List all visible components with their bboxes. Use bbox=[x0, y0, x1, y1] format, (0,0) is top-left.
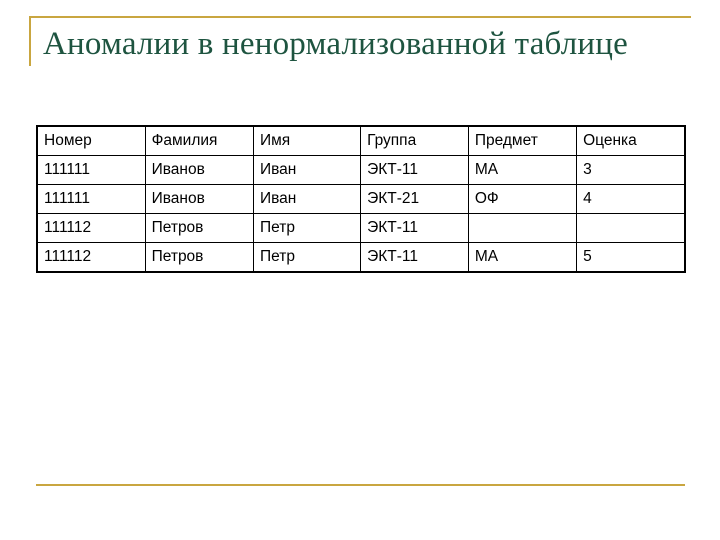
table-row: 111112 Петров Петр ЭКТ-11 bbox=[36, 213, 686, 243]
header-cell: Предмет bbox=[467, 125, 578, 156]
table-cell: Иван bbox=[252, 184, 362, 214]
table-row: 111112 Петров Петр ЭКТ-11 МА 5 bbox=[36, 242, 686, 273]
table-row: 111111 Иванов Иван ЭКТ-21 ОФ 4 bbox=[36, 184, 686, 214]
table-cell: ЭКТ-11 bbox=[360, 213, 469, 243]
table-cell: 111111 bbox=[36, 155, 146, 185]
top-accent-line bbox=[29, 16, 691, 18]
header-cell: Оценка bbox=[576, 125, 686, 156]
table-cell: ЭКТ-11 bbox=[360, 242, 469, 273]
slide-title: Аномалии в ненормализованной таблице bbox=[43, 26, 628, 62]
table-cell: Петров bbox=[144, 242, 254, 273]
bottom-accent-line bbox=[36, 484, 685, 486]
table-cell: Петр bbox=[252, 242, 362, 273]
table-cell: 3 bbox=[576, 155, 686, 185]
table-cell: Петр bbox=[252, 213, 362, 243]
table-cell: МА bbox=[467, 242, 578, 273]
table-cell: ЭКТ-11 bbox=[360, 155, 469, 185]
table-cell: Иванов bbox=[144, 155, 254, 185]
table-cell: Иван bbox=[252, 155, 362, 185]
left-accent-line bbox=[29, 16, 31, 66]
table-cell: 111112 bbox=[36, 213, 146, 243]
table-row: 111111 Иванов Иван ЭКТ-11 МА 3 bbox=[36, 155, 686, 185]
header-cell: Фамилия bbox=[144, 125, 254, 156]
header-cell: Номер bbox=[36, 125, 146, 156]
table-cell: Иванов bbox=[144, 184, 254, 214]
table-cell: 4 bbox=[576, 184, 686, 214]
table-cell bbox=[576, 213, 686, 243]
table-cell: ОФ bbox=[467, 184, 578, 214]
table-cell: 5 bbox=[576, 242, 686, 273]
table-cell bbox=[467, 213, 578, 243]
table-cell: 111112 bbox=[36, 242, 146, 273]
data-table: Номер Фамилия Имя Группа Предмет Оценка 111111… bbox=[36, 125, 686, 273]
table-cell: Петров bbox=[144, 213, 254, 243]
header-cell: Группа bbox=[360, 125, 469, 156]
table-cell: МА bbox=[467, 155, 578, 185]
table-cell: ЭКТ-21 bbox=[360, 184, 469, 214]
table-cell: 111111 bbox=[36, 184, 146, 214]
header-cell: Имя bbox=[252, 125, 362, 156]
header-row: Номер Фамилия Имя Группа Предмет Оценка bbox=[36, 125, 686, 156]
